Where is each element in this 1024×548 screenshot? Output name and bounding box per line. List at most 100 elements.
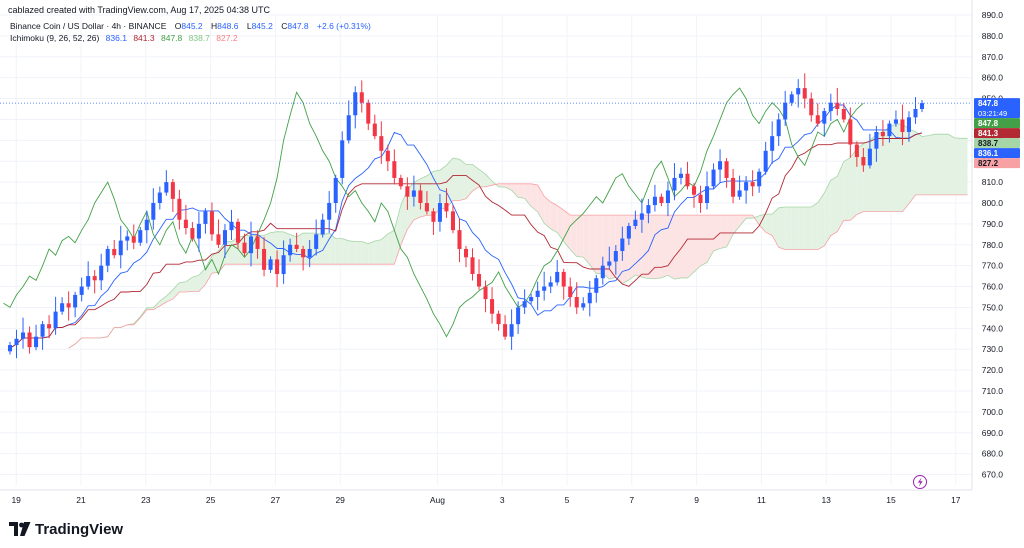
candle-body	[867, 148, 872, 166]
cloud-segment	[576, 215, 584, 258]
candle-body	[542, 286, 547, 291]
price-tick-label: 800.0	[982, 198, 1004, 208]
time-tick-label: 17	[951, 495, 961, 505]
flash-icon[interactable]	[913, 475, 927, 489]
cloud-segment	[361, 241, 369, 265]
candle-body	[744, 182, 749, 191]
cloud-segment	[439, 165, 447, 210]
candle-body	[887, 123, 892, 137]
change-value: +2.6 (+0.31%)	[317, 21, 371, 31]
candle-body	[835, 102, 840, 109]
candle-body	[620, 238, 625, 252]
candle-body	[763, 150, 768, 172]
candle-body	[854, 144, 859, 158]
candle-body	[164, 182, 169, 193]
indicator-legend[interactable]: Ichimoku (9, 26, 52, 26) 836.1 841.3 847…	[10, 33, 238, 43]
candle-body	[496, 313, 501, 325]
low-value: 845.2	[251, 21, 273, 31]
candle-body	[242, 242, 247, 254]
price-tag-box	[974, 128, 1020, 139]
cloud-segment	[687, 215, 694, 278]
price-tick-label: 790.0	[982, 219, 1004, 229]
cloud-segment	[713, 215, 721, 252]
time-tick-label: 11	[757, 495, 766, 505]
price-tag: 847.8	[974, 118, 1020, 129]
conversion-line-value: 836.1	[105, 33, 127, 43]
candle-body	[333, 177, 338, 203]
leading-span-a-line	[68, 123, 968, 349]
cloud-segment	[882, 127, 890, 212]
candle-body	[144, 219, 149, 231]
candle-body	[320, 219, 325, 235]
leading-span-b-value: 827.2	[216, 33, 238, 43]
cloud-segment	[355, 241, 362, 265]
cloud-segment	[837, 161, 844, 232]
candle-body	[379, 136, 384, 151]
price-tick-label: 770.0	[982, 261, 1004, 271]
cloud-segment	[830, 176, 838, 236]
candle-body	[301, 248, 306, 258]
candle-body	[424, 203, 429, 212]
cloud-segment	[270, 231, 278, 265]
cloud-segment	[615, 215, 623, 284]
cloud-segment	[596, 215, 603, 274]
time-tick-label: 19	[11, 495, 21, 505]
candle-body	[450, 211, 455, 231]
cloud-segment	[459, 159, 466, 201]
candle-body	[99, 265, 104, 281]
leading-span-b-line	[68, 183, 968, 349]
candle-body	[841, 109, 846, 120]
cloud-segment	[908, 129, 916, 204]
price-tick-label: 690.0	[982, 428, 1004, 438]
candle-body	[737, 190, 742, 197]
candle-body	[594, 278, 599, 293]
candle-body	[893, 119, 898, 124]
price-tick-label: 700.0	[982, 407, 1004, 417]
cloud-segment	[329, 233, 336, 265]
price-tag-box	[974, 158, 1020, 169]
candle-body	[53, 311, 58, 329]
cloud-segment	[348, 240, 356, 265]
cloud-segment	[941, 134, 949, 195]
cloud-segment	[778, 206, 786, 250]
price-tick-label: 860.0	[982, 73, 1004, 83]
price-tick-label: 760.0	[982, 282, 1004, 292]
cloud-segment	[817, 192, 825, 250]
candle-body	[398, 177, 403, 187]
candle-body	[809, 98, 814, 116]
price-tick-label: 750.0	[982, 302, 1004, 312]
candle-body	[678, 173, 683, 178]
cloud-segment	[211, 250, 219, 274]
candle-body	[40, 324, 45, 337]
candle-body	[73, 294, 78, 308]
time-tick-label: 13	[821, 495, 831, 505]
tradingview-brand[interactable]: TradingView	[9, 519, 123, 539]
candle-body	[92, 276, 97, 281]
time-axis[interactable]: 19 21 23 25 27 29 Aug 3 5 7 9 11 13 15 17	[11, 495, 960, 505]
price-axis[interactable]: 670.0 680.0 690.0 700.0 710.0 720.0 730.0 740.0…	[982, 10, 1004, 480]
open-key: O	[174, 21, 182, 31]
cloud-segment	[641, 215, 649, 279]
symbol-title: Binance Coin / US Dollar · 4h · BINANCE	[10, 21, 167, 31]
price-tag: 836.1	[974, 148, 1020, 159]
candle-body	[346, 115, 351, 141]
candle-body	[613, 251, 618, 262]
cloud-segment	[922, 135, 929, 195]
candle-body	[711, 169, 716, 187]
candle-body	[900, 119, 905, 132]
cloud-segment	[772, 207, 779, 248]
candle-body	[21, 332, 26, 339]
cloud-segment	[452, 158, 460, 201]
candle-body	[288, 244, 293, 256]
price-tag-box	[974, 98, 1020, 119]
candle-body	[718, 161, 723, 170]
price-tick-label: 740.0	[982, 323, 1004, 333]
candle-body	[665, 190, 670, 203]
time-tick-label: 29	[335, 495, 345, 505]
created-line: cablazed created with TradingView.com, A…	[8, 5, 270, 15]
candle-body	[659, 196, 664, 203]
candle-body	[757, 171, 762, 187]
candle-body	[770, 136, 775, 151]
